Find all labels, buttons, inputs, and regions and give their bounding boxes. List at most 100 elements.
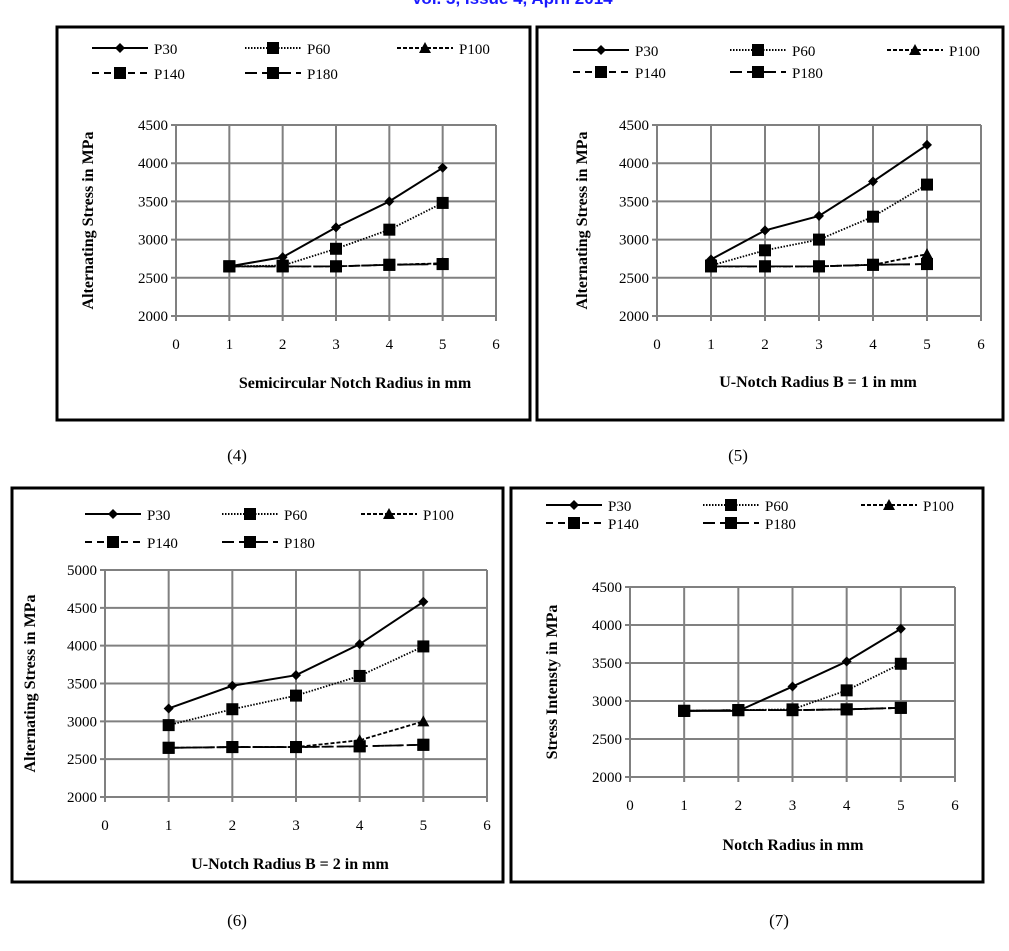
legend-marker (909, 44, 921, 55)
y-tick-label: 3000 (592, 694, 622, 710)
x-tick-label: 3 (815, 337, 823, 353)
legend-marker (725, 517, 737, 529)
legend-item-p100: P100 (861, 499, 954, 515)
x-tick-label: 3 (789, 798, 797, 814)
x-axis-label: Semicircular Notch Radius in mm (239, 375, 472, 392)
legend-label: P140 (154, 67, 185, 83)
legend-item-p140: P140 (546, 517, 639, 533)
data-point (223, 260, 236, 273)
data-point (787, 681, 798, 692)
x-tick-label: 2 (279, 337, 287, 353)
x-tick-label: 4 (356, 818, 364, 834)
legend-marker (114, 67, 126, 79)
y-axis-label: Alternating Stress in MPa (22, 595, 39, 773)
legend-item-p30: P30 (92, 42, 177, 58)
x-tick-label: 5 (897, 798, 905, 814)
y-axis-label: Stress Intensty in MPa (544, 605, 561, 760)
data-point (276, 260, 289, 273)
legend-item-p140: P140 (573, 66, 666, 82)
legend-marker (115, 43, 125, 53)
y-tick-label: 4500 (67, 601, 97, 617)
x-tick-label: 1 (707, 337, 715, 353)
x-tick-label: 2 (735, 798, 743, 814)
legend-marker (419, 42, 431, 53)
chart-3: 2000 2500 3000 3500 4000 4500 5000 0 1 2 3 4 5 6 Alter… (10, 486, 505, 930)
series-p180 (162, 738, 430, 754)
data-point (867, 210, 879, 223)
legend-marker (267, 67, 279, 79)
data-point (290, 741, 302, 754)
figure-caption: (4) (227, 446, 247, 465)
legend-label: P180 (792, 66, 823, 82)
data-point (921, 258, 933, 271)
legend-label: P180 (765, 517, 796, 533)
data-point (331, 222, 341, 233)
data-point (813, 233, 825, 246)
legend-marker (107, 536, 119, 548)
legend-item-p100: P100 (397, 42, 490, 58)
legend-label: P30 (147, 508, 170, 524)
legend-label: P60 (307, 42, 330, 58)
chart-frame (535, 25, 1005, 422)
figure-caption: (7) (769, 911, 789, 930)
data-point (418, 596, 429, 607)
legend-item-p180: P180 (222, 536, 315, 552)
x-tick-label: 3 (332, 337, 340, 353)
legend-marker (108, 509, 118, 519)
data-point (705, 260, 717, 273)
x-tick-label: 3 (292, 818, 300, 834)
chart-frame (509, 486, 985, 884)
x-tick-label: 5 (439, 337, 447, 353)
legend-item-p60: P60 (222, 508, 307, 524)
legend-item-p140: P140 (85, 536, 178, 552)
series-p180 (705, 258, 933, 273)
legend-item-p100: P100 (361, 508, 454, 524)
x-tick-label: 6 (951, 798, 959, 814)
y-tick-label: 2500 (619, 271, 649, 287)
legend-marker (725, 499, 737, 511)
data-point (922, 139, 932, 150)
data-point (436, 258, 449, 271)
legend-label: P60 (284, 508, 307, 524)
series-p30 (224, 162, 448, 272)
y-tick-label: 4000 (138, 156, 168, 172)
figure-caption: (6) (227, 911, 247, 930)
data-point (868, 176, 878, 187)
data-point (437, 162, 448, 173)
legend-label: P30 (608, 499, 631, 515)
data-point (227, 680, 238, 691)
legend-marker (568, 517, 580, 529)
x-tick-label: 5 (923, 337, 931, 353)
data-point (732, 704, 745, 717)
y-tick-label: 3500 (619, 194, 649, 210)
data-point (814, 210, 824, 221)
data-point (384, 196, 395, 207)
data-point (290, 689, 302, 702)
legend-item-p60: P60 (703, 499, 788, 515)
legend-item-p60: P60 (245, 42, 330, 58)
y-axis-label: Alternating Stress in MPa (574, 132, 591, 310)
data-point (813, 260, 825, 273)
y-tick-label: 2000 (67, 790, 97, 806)
y-tick-label: 2500 (138, 271, 168, 287)
x-tick-label: 2 (761, 337, 769, 353)
x-tick-label: 2 (229, 818, 237, 834)
y-tick-label: 2500 (592, 732, 622, 748)
y-tick-label: 5000 (67, 563, 97, 579)
figure-caption: (5) (728, 446, 748, 465)
data-point (353, 740, 366, 753)
y-axis-label: Alternating Stress in MPa (80, 132, 97, 310)
legend-item-p60: P60 (730, 44, 815, 60)
legend-marker (244, 536, 256, 548)
legend-label: P100 (923, 499, 954, 515)
data-point (436, 196, 449, 209)
legend-marker (569, 500, 579, 510)
y-tick-label: 2000 (619, 309, 649, 325)
chart-1: 2000 2500 3000 3500 4000 4500 0 1 2 3 4 5 6 Alternati… (55, 25, 532, 465)
x-tick-label: 0 (653, 337, 661, 353)
x-tick-label: 0 (626, 798, 634, 814)
x-tick-label: 6 (483, 818, 491, 834)
legend-marker (752, 66, 764, 78)
y-tick-label: 2500 (67, 752, 97, 768)
y-tick-label: 4000 (592, 618, 622, 634)
